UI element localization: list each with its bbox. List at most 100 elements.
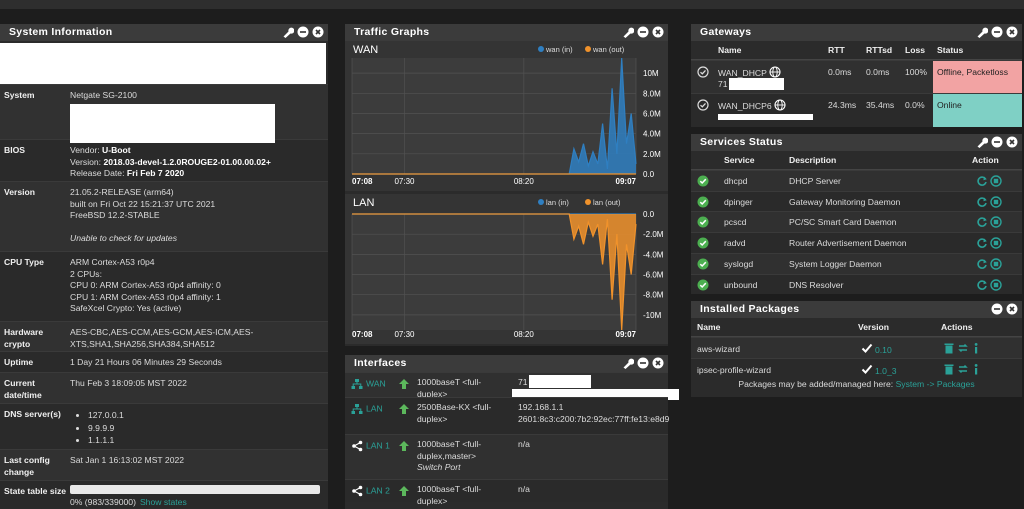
- service-restart[interactable]: [976, 175, 988, 187]
- panel-close-icon[interactable]: [312, 26, 324, 38]
- service-stop-icon[interactable]: [990, 175, 1002, 187]
- panel-wrench[interactable]: [976, 26, 988, 38]
- service-restart[interactable]: [976, 196, 988, 208]
- plot-area: [352, 58, 636, 174]
- package-info[interactable]: [970, 342, 982, 354]
- info-row: BIOS Vendor: U-Boot Version: 2018.03-devel…: [0, 139, 328, 181]
- service-restart-icon[interactable]: [976, 216, 988, 228]
- footer-link[interactable]: System -> Packages: [895, 379, 975, 389]
- service-restart[interactable]: [976, 258, 988, 270]
- panel-minus[interactable]: [991, 136, 1003, 148]
- panel-minus-icon[interactable]: [991, 136, 1003, 148]
- panel-minus-icon[interactable]: [637, 26, 649, 38]
- panel-close[interactable]: [652, 357, 664, 369]
- service-stop[interactable]: [990, 258, 1002, 270]
- panel-close-icon[interactable]: [1006, 303, 1018, 315]
- package-info-icon[interactable]: [970, 342, 982, 354]
- package-info-icon[interactable]: [970, 363, 982, 375]
- panel-close-icon[interactable]: [652, 26, 664, 38]
- package-reinstall[interactable]: [957, 342, 969, 354]
- panel-title: Gateways: [700, 26, 752, 38]
- service-stop-icon[interactable]: [990, 195, 1002, 208]
- panel-close[interactable]: [652, 26, 664, 38]
- service-stop[interactable]: [990, 175, 1002, 187]
- package-remove[interactable]: [943, 342, 955, 354]
- panel-wrench[interactable]: [976, 136, 988, 148]
- info-line: CPU 1: ARM Cortex-A53 r0p4 affinity: 1: [70, 291, 221, 302]
- interface-link[interactable]: WAN: [366, 378, 386, 389]
- service-restart[interactable]: [976, 279, 988, 291]
- package-reinstall[interactable]: [957, 363, 969, 375]
- service-restart[interactable]: [976, 237, 988, 249]
- panel-wrench[interactable]: [622, 26, 634, 38]
- panel-minus[interactable]: [991, 26, 1003, 38]
- service-name: pcscd: [724, 217, 747, 228]
- info-line: built on Fri Oct 22 15:21:37 UTC 2021: [70, 198, 216, 209]
- package-info[interactable]: [970, 363, 982, 375]
- info-line: 2 CPUs:: [70, 268, 102, 279]
- panel-wrench[interactable]: [622, 357, 634, 369]
- service-stop[interactable]: [990, 237, 1002, 249]
- service-restart[interactable]: [976, 216, 988, 228]
- panel-minus[interactable]: [297, 26, 309, 38]
- traffic-graphs-panel: Traffic Graphs WAN 0.0 2.0M 4.0M 6.0M 8.0M 10M 0…: [345, 24, 668, 346]
- line-value: Fri Feb 7 2020: [126, 168, 185, 178]
- interface-link[interactable]: LAN: [366, 403, 383, 414]
- panel-minus-icon[interactable]: [991, 26, 1003, 38]
- gateway-globe-icon: [774, 99, 786, 111]
- service-stop[interactable]: [990, 216, 1002, 229]
- service-running-icon: [697, 279, 709, 290]
- panel-header: Interfaces: [345, 355, 668, 372]
- panel-wrench-icon[interactable]: [282, 26, 294, 38]
- service-stop-icon[interactable]: [990, 216, 1002, 229]
- y-tick-label: 2.0M: [643, 150, 661, 159]
- service-stop-icon[interactable]: [990, 278, 1002, 291]
- service-restart-icon[interactable]: [976, 279, 988, 291]
- service-stop-icon[interactable]: [990, 237, 1002, 249]
- panel-close[interactable]: [312, 26, 324, 38]
- media-text: 2500Base-KX <full-duplex>: [417, 402, 492, 424]
- package-reinstall-icon[interactable]: [957, 363, 969, 375]
- service-stop[interactable]: [990, 195, 1002, 208]
- panel-wrench-icon[interactable]: [976, 26, 988, 38]
- info-link[interactable]: Show states: [139, 497, 187, 507]
- installed-packages-panel: Installed Packages Name Version Actions aws-…: [691, 301, 1022, 397]
- info-label: BIOS: [4, 145, 26, 155]
- gateway-rttsd: 0.0ms: [866, 67, 890, 77]
- panel-close[interactable]: [1006, 26, 1018, 38]
- panel-minus-icon[interactable]: [991, 303, 1003, 315]
- panel-close-icon[interactable]: [652, 357, 664, 369]
- panel-close-icon[interactable]: [1006, 26, 1018, 38]
- package-remove-icon[interactable]: [943, 363, 955, 375]
- packages-footer: Packages may be added/managed here: Syst…: [691, 379, 1022, 389]
- package-reinstall-icon[interactable]: [957, 342, 969, 354]
- panel-minus-icon[interactable]: [637, 357, 649, 369]
- interface-link[interactable]: LAN 1: [366, 440, 390, 451]
- panel-minus[interactable]: [637, 357, 649, 369]
- panel-close[interactable]: [1006, 303, 1018, 315]
- service-restart-icon[interactable]: [976, 175, 988, 187]
- panel-wrench-icon[interactable]: [622, 357, 634, 369]
- package-remove-icon[interactable]: [943, 342, 955, 354]
- panel-close-icon[interactable]: [1006, 136, 1018, 148]
- panel-minus[interactable]: [991, 303, 1003, 315]
- panel-minus[interactable]: [637, 26, 649, 38]
- panel-wrench-icon[interactable]: [976, 136, 988, 148]
- interface-row: WAN 1000baseT <full-duplex> 71: [345, 372, 679, 400]
- interface-icon: [351, 403, 363, 415]
- interface-address: n/a: [518, 439, 530, 451]
- panel-close[interactable]: [1006, 136, 1018, 148]
- info-value: ARM Cortex-A53 r0p4 2 CPUs: CPU 0: ARM Cor…: [70, 257, 328, 321]
- info-line: 0% (983/339000) Show states: [70, 497, 324, 509]
- panel-wrench-icon[interactable]: [622, 26, 634, 38]
- service-restart-icon[interactable]: [976, 196, 988, 208]
- panel-minus-icon[interactable]: [297, 26, 309, 38]
- service-stop-icon[interactable]: [990, 258, 1002, 270]
- service-restart-icon[interactable]: [976, 237, 988, 249]
- panel-title: Installed Packages: [700, 303, 800, 315]
- service-stop[interactable]: [990, 278, 1002, 291]
- service-restart-icon[interactable]: [976, 258, 988, 270]
- panel-wrench[interactable]: [282, 26, 294, 38]
- interface-link[interactable]: LAN 2: [366, 485, 390, 496]
- package-remove[interactable]: [943, 363, 955, 375]
